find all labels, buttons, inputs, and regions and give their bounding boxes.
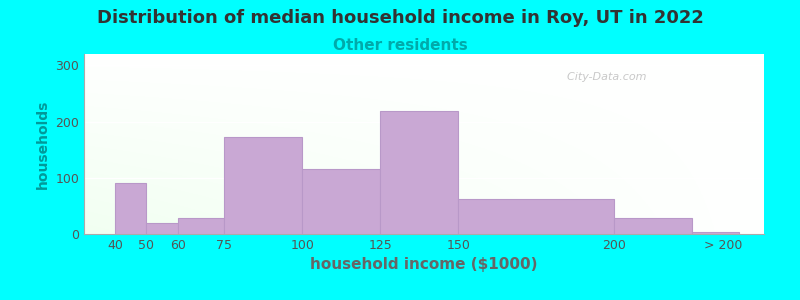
Bar bbox=[146, 223, 178, 234]
Y-axis label: households: households bbox=[36, 99, 50, 189]
Bar bbox=[380, 111, 458, 234]
Text: Other residents: Other residents bbox=[333, 38, 467, 52]
Bar bbox=[302, 169, 380, 234]
Bar bbox=[224, 137, 302, 234]
Bar bbox=[115, 183, 146, 234]
Bar bbox=[614, 218, 692, 234]
Bar bbox=[692, 232, 739, 234]
X-axis label: household income ($1000): household income ($1000) bbox=[310, 257, 538, 272]
Bar bbox=[178, 218, 224, 234]
Text: Distribution of median household income in Roy, UT in 2022: Distribution of median household income … bbox=[97, 9, 703, 27]
Bar bbox=[458, 199, 614, 234]
Text: City-Data.com: City-Data.com bbox=[560, 72, 646, 82]
